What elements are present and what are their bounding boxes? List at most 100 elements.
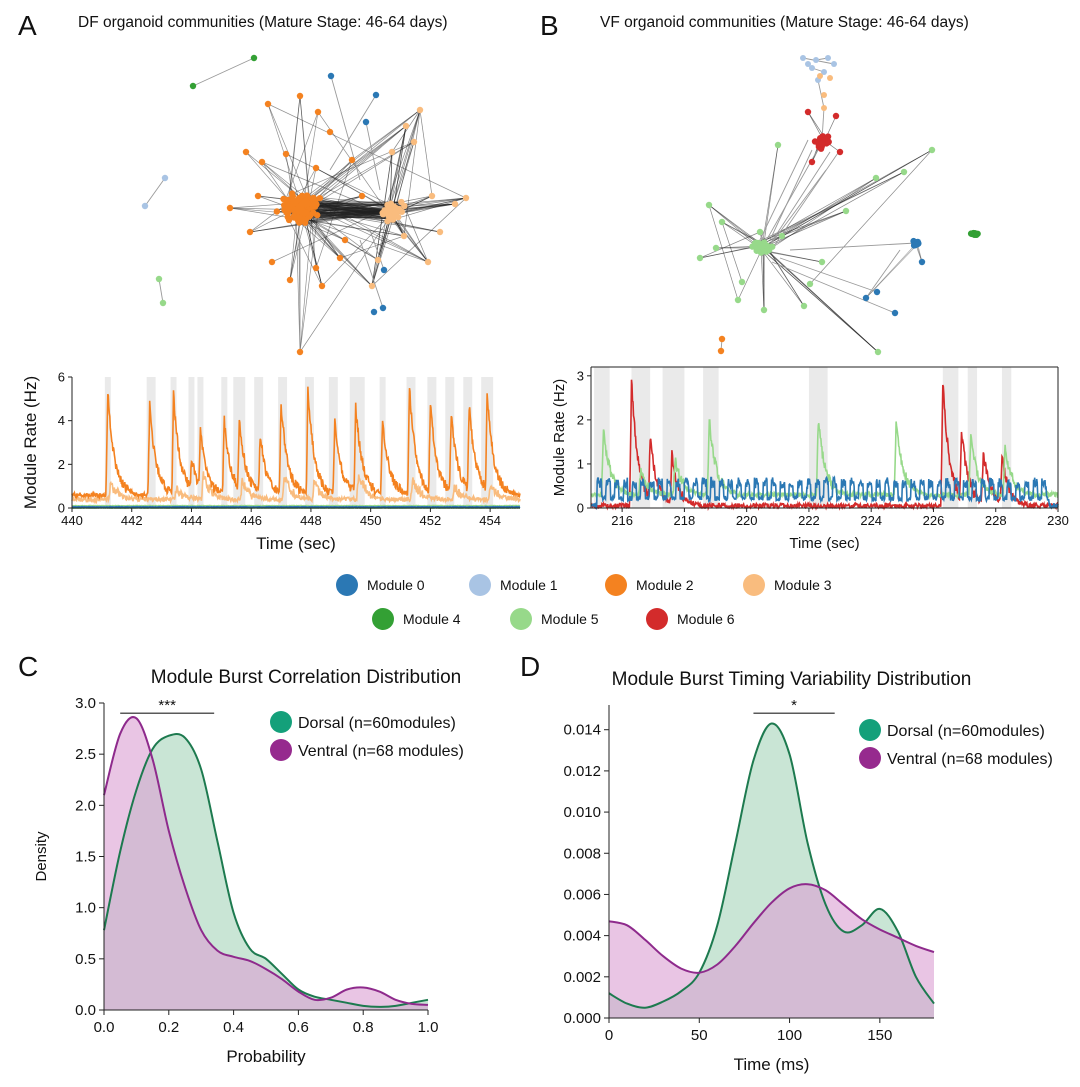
network-node: [825, 55, 831, 61]
legend-label-dorsal: Dorsal (n=60modules): [887, 723, 1045, 740]
network-node: [912, 241, 919, 248]
network-edge: [267, 103, 304, 212]
network-edge: [419, 109, 433, 197]
network-node: [805, 61, 811, 67]
network-node: [284, 209, 292, 216]
network-edge: [285, 111, 319, 200]
y-tick-label: 0.008: [563, 845, 601, 862]
burst-window: [328, 377, 338, 508]
network-node: [718, 335, 726, 343]
legend-swatch-module-4: [372, 608, 394, 630]
network-node: [696, 254, 704, 262]
network-edge: [865, 243, 919, 299]
network-edge: [764, 247, 879, 353]
burst-window: [481, 377, 494, 508]
y-tick-label: 0.004: [563, 928, 601, 945]
network-edge: [769, 149, 813, 241]
network-edge: [789, 242, 917, 251]
network-node: [769, 243, 776, 250]
network-node: [380, 266, 388, 274]
network-node: [384, 217, 391, 225]
rate-series-module-0: [71, 505, 521, 509]
panel-d-label: D: [520, 651, 540, 682]
network-node: [862, 294, 870, 302]
network-node: [752, 239, 760, 246]
network-node: [825, 138, 832, 145]
network-node: [348, 156, 356, 164]
network-node: [341, 236, 349, 244]
network-node: [813, 57, 819, 63]
network-node: [282, 196, 289, 203]
network-edge: [369, 229, 385, 271]
network-node: [451, 200, 459, 208]
network-edge: [295, 203, 301, 353]
network-node: [718, 218, 726, 226]
network-edge: [699, 231, 761, 259]
network-edge: [392, 109, 421, 207]
network-node: [756, 228, 764, 236]
network-node: [280, 201, 288, 209]
network-edge: [371, 216, 395, 287]
legend-label-module-3: Module 3: [774, 577, 832, 593]
network-node: [416, 106, 424, 114]
network-node: [289, 193, 297, 200]
network-node: [301, 197, 309, 205]
network-node: [717, 347, 725, 355]
network-node: [296, 92, 304, 100]
network-node: [286, 276, 294, 284]
module-legend: Module 0 Module 1 Module 2 Module 3 Module 4…: [336, 574, 832, 630]
x-tick-label: 0.6: [288, 1019, 309, 1036]
x-tick-label: 440: [61, 513, 83, 528]
network-node: [392, 209, 399, 217]
network-edge: [865, 242, 918, 299]
x-tick-label: 0.2: [158, 1019, 179, 1036]
legend-swatch-dorsal: [859, 719, 881, 741]
y-tick-label: 1: [577, 456, 584, 471]
network-node: [310, 194, 317, 202]
rate-series-module-5: [590, 419, 1059, 501]
legend-swatch-dorsal: [270, 711, 292, 733]
network-node: [410, 138, 418, 146]
network-node: [462, 194, 470, 202]
burst-window: [594, 367, 610, 508]
network-edge: [779, 257, 878, 293]
network-edge: [371, 218, 392, 287]
network-edge: [817, 79, 825, 109]
x-tick-label: 218: [674, 513, 696, 528]
ventral-density-line: [103, 716, 429, 1006]
significance-marker: *: [791, 697, 797, 714]
network-edge: [758, 149, 933, 251]
network-graph-a: [141, 54, 470, 356]
legend-swatch-ventral: [270, 739, 292, 761]
y-tick-label: 0.006: [563, 886, 601, 903]
network-node: [141, 202, 149, 210]
rate-chart-b: 216 218 220 222 224 226 228 230 0 1 2 3 Time (sec) Mo…: [551, 366, 1069, 552]
x-axis-label: Probability: [226, 1047, 306, 1066]
burst-window: [427, 377, 437, 508]
network-node: [705, 201, 713, 209]
network-node: [246, 228, 254, 236]
network-node: [818, 258, 826, 266]
x-axis-label: Time (sec): [256, 534, 336, 553]
network-node: [424, 258, 432, 266]
network-node: [226, 204, 234, 212]
y-tick-label: 0.014: [563, 722, 601, 739]
network-node: [379, 304, 387, 312]
network-edge: [758, 171, 905, 244]
network-edge: [390, 109, 421, 204]
rate-series-module-3: [71, 471, 521, 505]
network-edge: [401, 195, 433, 203]
network-node: [309, 209, 317, 216]
dorsal-density-line: [608, 722, 935, 1009]
network-node: [309, 203, 316, 210]
network-node: [402, 122, 410, 130]
network-node: [372, 91, 380, 99]
network-edge: [757, 245, 879, 353]
network-node: [250, 54, 258, 62]
network-node: [388, 148, 396, 156]
x-tick-label: 220: [736, 513, 758, 528]
network-edge: [299, 95, 317, 269]
legend-swatch-module-0: [336, 574, 358, 596]
legend-swatch-module-2: [605, 574, 627, 596]
